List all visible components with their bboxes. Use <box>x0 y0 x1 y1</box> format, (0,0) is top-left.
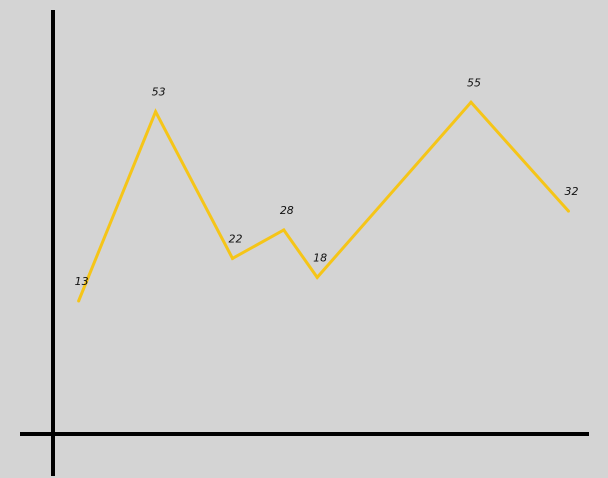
data-label: 28 <box>280 204 294 217</box>
data-label: 13 <box>75 275 89 288</box>
data-label: 53 <box>152 86 166 99</box>
data-point <box>315 275 319 279</box>
data-point <box>77 299 81 303</box>
data-label: 18 <box>313 251 327 264</box>
data-point <box>282 228 286 232</box>
data-point <box>231 256 235 260</box>
data-label: 22 <box>229 232 243 245</box>
data-label: 32 <box>564 185 578 198</box>
data-point <box>469 100 473 104</box>
data-point <box>566 209 570 213</box>
data-label: 55 <box>467 76 481 89</box>
data-point <box>154 110 158 114</box>
series-line <box>77 100 570 302</box>
